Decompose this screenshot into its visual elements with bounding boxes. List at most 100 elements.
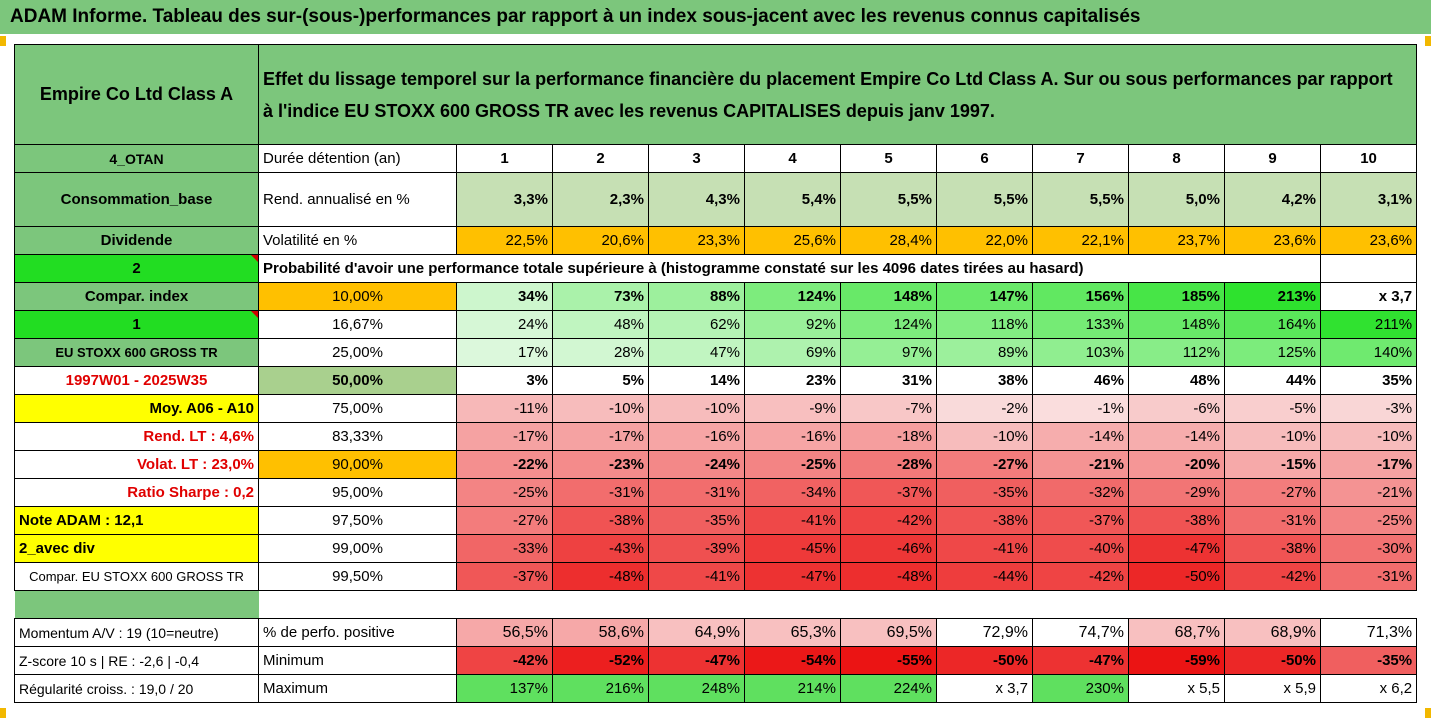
quantile-value-cell: -50% — [1128, 562, 1225, 591]
quantile-row: Volat. LT : 23,0% 90,00% -22% -23% -24% -25% -… — [14, 450, 1418, 479]
quantile-value-cell: 118% — [936, 310, 1033, 339]
dividend-label: Dividende — [14, 226, 259, 255]
quantile-row: EU STOXX 600 GROSS TR 25,00% 17% 28% 47% 69% 9… — [14, 338, 1418, 367]
positive-cell: 71,3% — [1319, 618, 1418, 647]
quantile-value-cell: -31% — [552, 478, 649, 507]
quantile-value-cell: 31% — [840, 366, 937, 395]
quantile-value-cell: -5% — [1224, 394, 1321, 423]
quantile-value-cell: -42% — [840, 506, 937, 535]
quantile-value-cell: -31% — [1224, 506, 1321, 535]
quantile-value-cell: -9% — [744, 394, 841, 423]
blank-cell — [1319, 254, 1418, 283]
minimum-cell: -47% — [648, 646, 745, 675]
year-cell: 1 — [456, 144, 553, 173]
maximum-row: Régularité croiss. : 19,0 / 20 Maximum 1… — [14, 674, 1418, 703]
quantile-value-cell: -24% — [648, 450, 745, 479]
left-label-volat-lt: Volat. LT : 23,0% — [14, 450, 259, 479]
blank-cell — [1224, 254, 1321, 283]
quantile-value-cell: -40% — [1032, 534, 1129, 563]
year-cell: 7 — [1032, 144, 1129, 173]
left-label-moy: Moy. A06 - A10 — [14, 394, 259, 423]
left-label-index-name: EU STOXX 600 GROSS TR — [14, 338, 259, 367]
return-cell: 3,3% — [456, 172, 553, 227]
zscore-label: Z-score 10 s | RE : -2,6 | -0,4 — [14, 646, 259, 675]
quantile-value-cell: -35% — [648, 506, 745, 535]
quantile-value-cell: -17% — [1319, 450, 1418, 479]
quantile-value-cell: -38% — [1224, 534, 1321, 563]
volatility-row: Dividende Volatilité en % 22,5% 20,6% 23,3… — [14, 226, 1418, 255]
volatility-cell: 28,4% — [840, 226, 937, 255]
quantile-value-cell: -42% — [1032, 562, 1129, 591]
quantile-value-cell: -10% — [1224, 422, 1321, 451]
spacer — [259, 591, 1417, 619]
quantile-value-cell: 62% — [648, 310, 745, 339]
quantile-value-cell: 46% — [1032, 366, 1129, 395]
volatility-cell: 22,0% — [936, 226, 1033, 255]
quantile-value-cell: -22% — [456, 450, 553, 479]
year-cell: 5 — [840, 144, 937, 173]
quantile-value-cell: -28% — [840, 450, 937, 479]
corner-marker-bottom-left — [0, 708, 6, 718]
regularity-label: Régularité croiss. : 19,0 / 20 — [14, 674, 259, 703]
volatility-cell: 23,3% — [648, 226, 745, 255]
quantile-value-cell: 3% — [456, 366, 553, 395]
quantile-value-cell: -27% — [1224, 478, 1321, 507]
quantile-value-cell: 124% — [840, 310, 937, 339]
quantile-cell: 95,00% — [258, 478, 457, 507]
quantile-body: Compar. index 10,00% 34% 73% 88% 124% 148% 147%… — [14, 282, 1418, 591]
volatility-cell: 23,6% — [1319, 226, 1418, 255]
momentum-label: Momentum A/V : 19 (10=neutre) — [14, 618, 259, 647]
quantile-value-cell: 164% — [1224, 310, 1321, 339]
quantile-value-cell: -25% — [456, 478, 553, 507]
volatility-cell: 20,6% — [552, 226, 649, 255]
return-row: Consommation_base Rend. annualisé en % 3… — [14, 172, 1418, 227]
maximum-cell: x 5,9 — [1224, 674, 1321, 703]
quantile-value-cell: -41% — [936, 534, 1033, 563]
quantile-row: 1 16,67% 24% 48% 62% 92% 124% 118% 133% 148% 164% 2… — [14, 310, 1418, 339]
year-cell: 4 — [744, 144, 841, 173]
quantile-value-cell: -1% — [1032, 394, 1129, 423]
quantile-cell: 99,50% — [258, 562, 457, 591]
quantile-value-cell: -25% — [1319, 506, 1418, 535]
quantile-value-cell: -41% — [744, 506, 841, 535]
maximum-cell: 214% — [744, 674, 841, 703]
quantile-value-cell: 133% — [1032, 310, 1129, 339]
spacer-green — [14, 590, 259, 619]
volatility-cell: 23,6% — [1224, 226, 1321, 255]
quantile-value-cell: -27% — [456, 506, 553, 535]
quantile-value-cell: 156% — [1032, 282, 1129, 311]
quantile-row: 2_avec div 99,00% -33% -43% -39% -45% -46% -41%… — [14, 534, 1418, 563]
year-cell: 6 — [936, 144, 1033, 173]
minimum-cell: -42% — [456, 646, 553, 675]
quantile-value-cell: -31% — [648, 478, 745, 507]
quantile-value-cell: 103% — [1032, 338, 1129, 367]
return-cell: 3,1% — [1319, 172, 1418, 227]
maximum-cell: 137% — [456, 674, 553, 703]
spacer-row — [14, 590, 1417, 619]
minimum-cell: -35% — [1319, 646, 1418, 675]
quantile-value-cell: 211% — [1319, 310, 1418, 339]
return-cell: 2,3% — [552, 172, 649, 227]
quantile-row: Ratio Sharpe : 0,2 95,00% -25% -31% -31% -34%… — [14, 478, 1418, 507]
quantile-value-cell: 213% — [1224, 282, 1321, 311]
quantile-value-cell: 28% — [552, 338, 649, 367]
quantile-cell: 90,00% — [258, 450, 457, 479]
quantile-value-cell: -43% — [552, 534, 649, 563]
minimum-cell: -55% — [840, 646, 937, 675]
quantile-value-cell: x 3,7 — [1319, 282, 1418, 311]
quantile-value-cell: -27% — [936, 450, 1033, 479]
maximum-cell: x 3,7 — [936, 674, 1033, 703]
return-cell: 4,3% — [648, 172, 745, 227]
description-line-2: à l'indice EU STOXX 600 GROSS TR avec le… — [263, 100, 995, 121]
otan-label: 4_OTAN — [14, 144, 259, 173]
quantile-row: Note ADAM : 12,1 97,50% -27% -38% -35% -41% -4… — [14, 506, 1418, 535]
quantile-value-cell: -31% — [1319, 562, 1418, 591]
minimum-cell: -54% — [744, 646, 841, 675]
quantile-value-cell: -11% — [456, 394, 553, 423]
quantile-value-cell: -21% — [1319, 478, 1418, 507]
volatility-cell: 23,7% — [1128, 226, 1225, 255]
quantile-value-cell: 89% — [936, 338, 1033, 367]
quantile-value-cell: -2% — [936, 394, 1033, 423]
quantile-value-cell: -17% — [552, 422, 649, 451]
quantile-value-cell: 35% — [1319, 366, 1418, 395]
